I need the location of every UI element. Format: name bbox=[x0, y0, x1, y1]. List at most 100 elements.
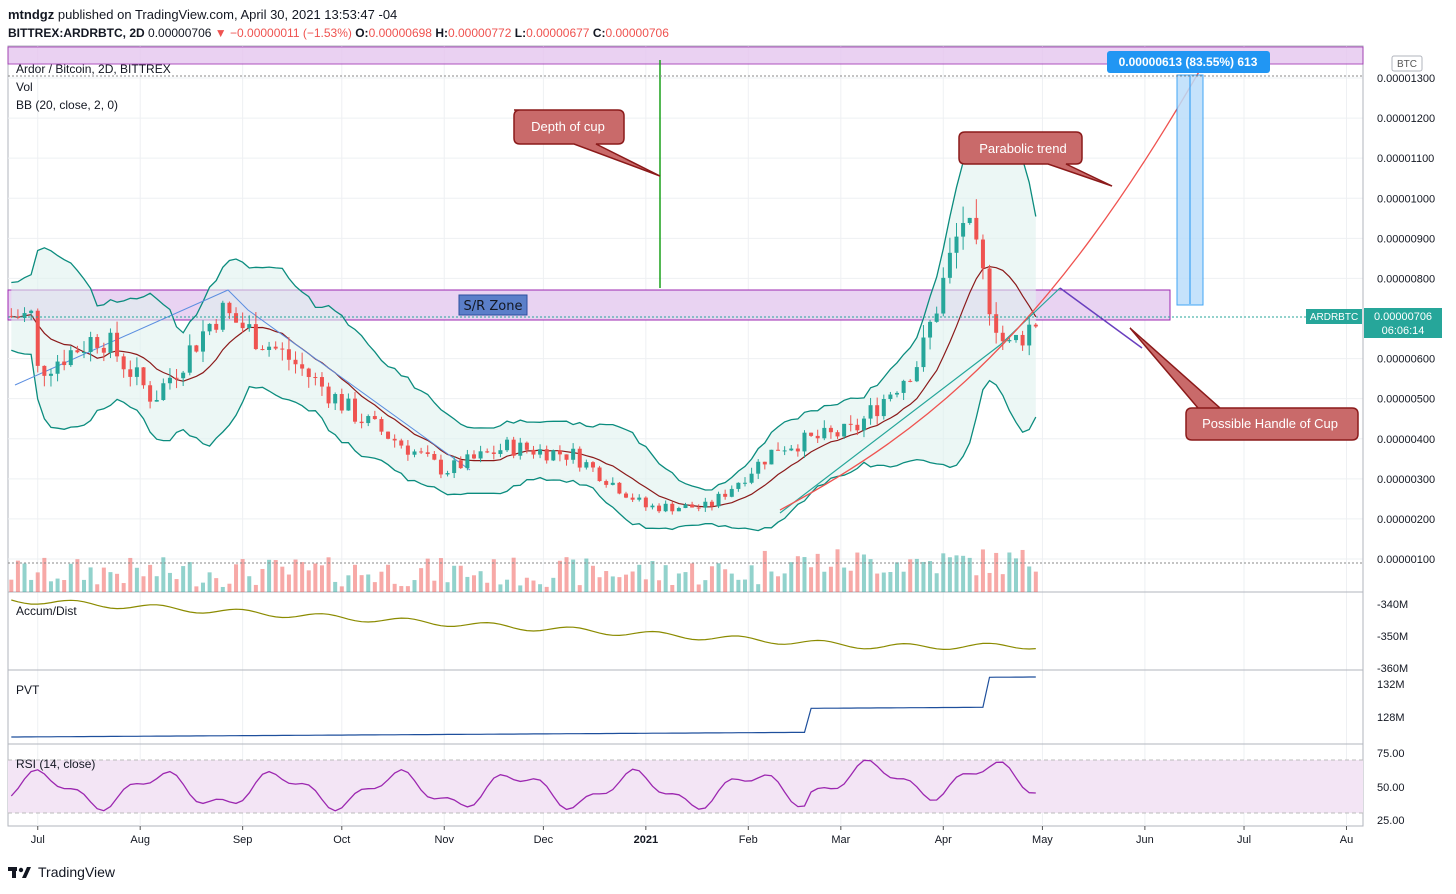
callout-depth[interactable]: Depth of cup bbox=[513, 109, 661, 177]
candle-body bbox=[974, 217, 979, 240]
candle-body bbox=[584, 462, 589, 468]
volume-bar bbox=[161, 557, 166, 592]
volume-bar bbox=[22, 563, 27, 592]
brand[interactable]: TradingView bbox=[38, 864, 116, 880]
volume-bar bbox=[709, 566, 714, 592]
volume-bar bbox=[29, 579, 34, 592]
volume-bar bbox=[1000, 574, 1005, 592]
measure-label: 0.00000613 (83.55%) 613 bbox=[1119, 55, 1258, 69]
volume-bar bbox=[657, 580, 662, 592]
candle-body bbox=[928, 321, 933, 338]
time-tick: Jul bbox=[1237, 834, 1251, 846]
handle-line bbox=[1059, 287, 1143, 349]
volume-bar bbox=[339, 586, 344, 592]
rsi-band bbox=[8, 760, 1363, 813]
candle-body bbox=[776, 449, 781, 451]
volume-bar bbox=[828, 566, 833, 592]
candle-body bbox=[683, 504, 688, 509]
candle-body bbox=[471, 454, 476, 459]
candles bbox=[9, 199, 1038, 515]
time-tick: Apr bbox=[935, 834, 952, 846]
candle-body bbox=[690, 504, 695, 508]
legend-title: Ardor / Bitcoin, 2D, BITTREX bbox=[16, 62, 171, 76]
volume-bar bbox=[280, 566, 285, 592]
time-tick: May bbox=[1032, 834, 1053, 846]
candle-body bbox=[194, 345, 199, 352]
candle-body bbox=[557, 450, 562, 455]
candle-body bbox=[709, 501, 714, 507]
volume-bars bbox=[9, 549, 1038, 592]
candle-body bbox=[286, 349, 291, 360]
time-tick: Oct bbox=[333, 834, 350, 846]
callout-parabolic[interactable]: Parabolic trend bbox=[958, 131, 1113, 187]
author[interactable]: mtndgz bbox=[8, 7, 55, 22]
candle-body bbox=[1000, 332, 1005, 342]
time-tick: Aug bbox=[130, 834, 150, 846]
volume-bar bbox=[736, 579, 741, 592]
currency-box[interactable] bbox=[1391, 55, 1423, 72]
symbol[interactable]: BITTREX:ARDRBTC, 2D bbox=[8, 26, 145, 40]
candle-body bbox=[947, 252, 952, 278]
time-axis[interactable]: Jul Aug Sep Oct Nov Dec 2021 Feb Mar Apr May Jun Jul… bbox=[31, 826, 1353, 846]
volume-bar bbox=[405, 586, 410, 592]
price-axis[interactable]: 0.00001300 0.00001200 0.00001100 0.00001000… bbox=[1377, 73, 1435, 827]
candle-body bbox=[980, 239, 985, 269]
callout-parabolic-text: Parabolic trend bbox=[979, 141, 1066, 156]
candle-body bbox=[802, 432, 807, 452]
price-tick: 0.00001100 bbox=[1377, 153, 1434, 165]
volume-bar bbox=[954, 555, 959, 592]
parabolic-curve bbox=[779, 69, 1201, 511]
price-tag-box bbox=[1364, 308, 1442, 338]
indicator-tick: 25.00 bbox=[1377, 815, 1405, 827]
volume-bar bbox=[187, 562, 192, 592]
candle-body bbox=[742, 482, 747, 484]
candle-body bbox=[187, 345, 192, 373]
candle-body bbox=[604, 481, 609, 485]
candle-body bbox=[95, 337, 100, 348]
volume-bar bbox=[980, 549, 985, 592]
volume-bar bbox=[1027, 566, 1032, 592]
volume-bar bbox=[167, 572, 172, 592]
volume-bar bbox=[670, 584, 675, 592]
volume-bar bbox=[75, 559, 80, 592]
candle-body bbox=[637, 497, 642, 500]
volume-bar bbox=[359, 575, 364, 592]
candle-body bbox=[617, 482, 622, 494]
volume-bar bbox=[538, 584, 543, 592]
volume-bar bbox=[174, 579, 179, 592]
volume-bar bbox=[716, 563, 721, 592]
volume-bar bbox=[148, 564, 153, 592]
open-label: O: bbox=[355, 26, 369, 40]
candle-body bbox=[531, 449, 536, 455]
candle-body bbox=[954, 236, 959, 253]
candle-body bbox=[729, 488, 734, 497]
volume-bar bbox=[379, 571, 384, 592]
candle-body bbox=[128, 369, 133, 377]
time-tick: Dec bbox=[534, 834, 554, 846]
indicator-tick: 132M bbox=[1377, 679, 1405, 691]
volume-bar bbox=[253, 584, 258, 592]
volume-bar bbox=[154, 576, 159, 592]
volume-bar bbox=[101, 567, 106, 592]
volume-bar bbox=[267, 559, 272, 592]
volume-bar bbox=[901, 571, 906, 592]
currency-label: BTC bbox=[1397, 59, 1417, 70]
volume-bar bbox=[471, 575, 476, 592]
open-value: 0.00000698 bbox=[368, 26, 432, 40]
candle-body bbox=[108, 332, 113, 353]
sr-zone-label-box bbox=[458, 294, 528, 316]
candle-body bbox=[564, 454, 569, 460]
candle-body bbox=[643, 497, 648, 508]
candle-body bbox=[941, 277, 946, 314]
candle-body bbox=[861, 418, 866, 431]
callout-handle[interactable]: Possible Handle of Cup bbox=[1129, 327, 1359, 441]
candle-body bbox=[68, 350, 73, 366]
candle-body bbox=[379, 419, 384, 432]
candle-body bbox=[405, 445, 410, 455]
volume-bar bbox=[234, 564, 239, 592]
volume-bar bbox=[967, 557, 972, 592]
price-tick: 0.00000300 bbox=[1377, 474, 1435, 486]
callout-depth-text: Depth of cup bbox=[531, 119, 605, 134]
candle-body bbox=[240, 322, 245, 329]
